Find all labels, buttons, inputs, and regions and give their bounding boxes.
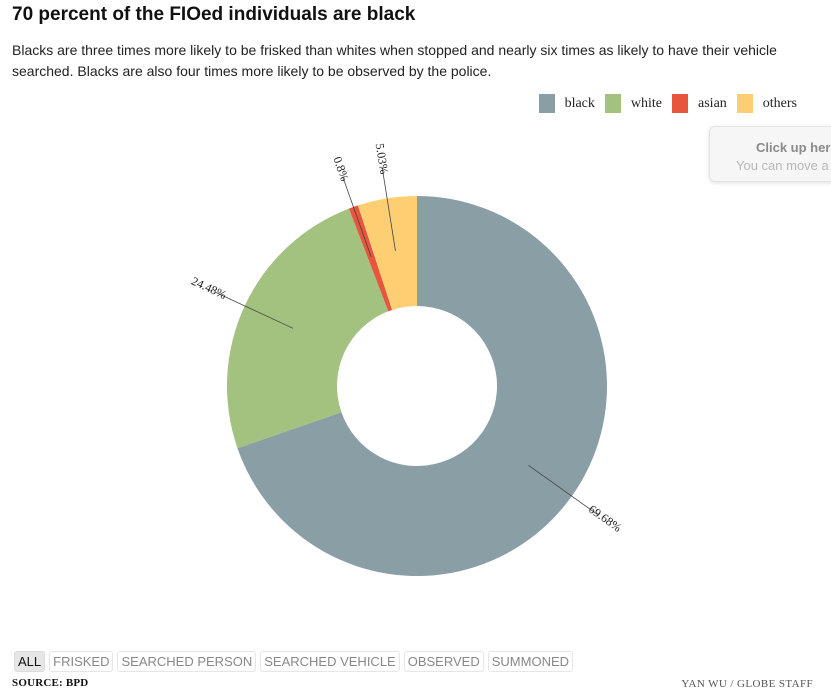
filter-searched-person-button[interactable]: SEARCHED PERSON (117, 651, 257, 672)
filter-summoned-button[interactable]: SUMMONED (487, 651, 574, 672)
pct-label-black: 69.68% (586, 502, 624, 535)
filter-frisked-button[interactable]: FRISKED (49, 651, 114, 672)
leader-line-black (528, 464, 599, 516)
slice-black[interactable] (237, 196, 607, 577)
hint-tooltip[interactable]: Click up her You can move a (709, 126, 831, 182)
legend-label-white: white (630, 95, 663, 111)
chart-legend: black white asian others (529, 94, 797, 113)
source-note: SOURCE: BPD (12, 677, 89, 689)
legend-swatch-black (538, 94, 555, 113)
pct-label-others: 5.03% (373, 142, 392, 175)
legend-swatch-asian (672, 94, 689, 113)
pct-label-white: 24.48% (189, 274, 228, 302)
legend-item-white[interactable]: white (604, 94, 663, 113)
tooltip-title: Click up her (756, 140, 831, 155)
legend-swatch-others (736, 94, 753, 113)
legend-item-asian[interactable]: asian (672, 94, 727, 113)
leader-line-asian (342, 176, 372, 258)
filter-searched-vehicle-button[interactable]: SEARCHED VEHICLE (260, 651, 400, 672)
leader-line-white (215, 292, 294, 329)
slice-white[interactable] (227, 208, 389, 449)
filter-observed-button[interactable]: OBSERVED (403, 651, 484, 672)
leader-line-others (381, 166, 396, 251)
slice-others[interactable] (357, 196, 417, 310)
chart-title: 70 percent of the FIOed individuals are … (12, 4, 416, 25)
slice-asian[interactable] (348, 205, 393, 312)
chart-subtitle: Blacks are three times more likely to be… (12, 42, 777, 79)
legend-label-asian: asian (698, 95, 727, 111)
legend-label-others: others (762, 95, 797, 111)
legend-item-others[interactable]: others (736, 94, 797, 113)
pct-label-asian: 0.8% (330, 155, 352, 183)
legend-item-black[interactable]: black (538, 94, 595, 113)
legend-swatch-white (604, 94, 621, 113)
filter-all-button[interactable]: ALL (14, 651, 46, 672)
credit-line: YAN WU / GLOBE STAFF (681, 678, 813, 690)
tooltip-body: You can move a (736, 158, 829, 173)
filter-bar: ALL FRISKED SEARCHED PERSON SEARCHED VEH… (14, 651, 577, 672)
legend-label-black: black (564, 95, 595, 111)
